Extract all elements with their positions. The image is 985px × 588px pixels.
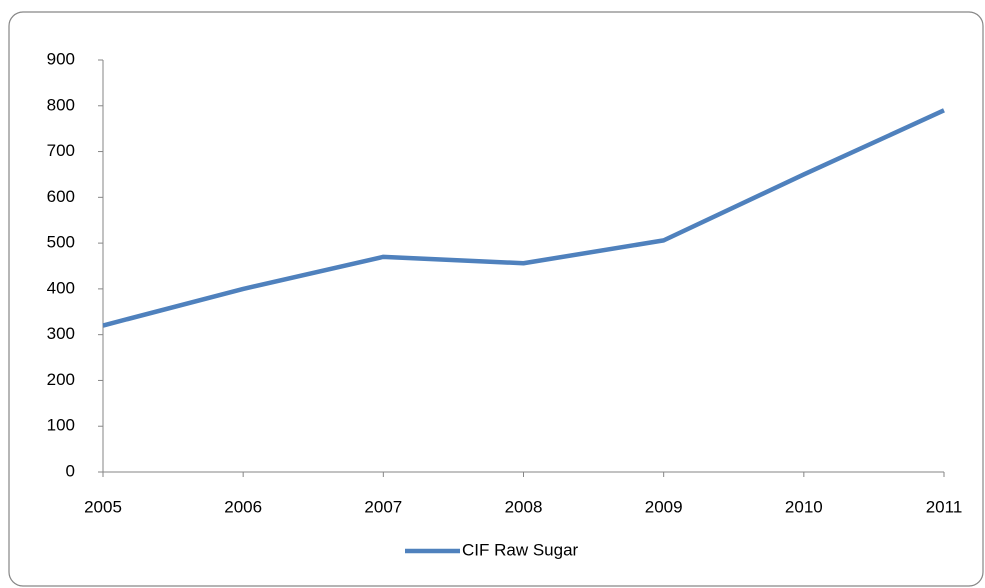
y-tick-label: 700 xyxy=(47,141,75,160)
x-tick-label: 2009 xyxy=(645,497,683,516)
x-tick-label: 2011 xyxy=(926,497,963,516)
y-tick-label: 600 xyxy=(47,187,75,206)
y-tick-label: 800 xyxy=(47,95,75,114)
x-tick-label: 2010 xyxy=(785,497,823,516)
y-tick-label: 500 xyxy=(47,233,75,252)
y-tick-label: 400 xyxy=(47,278,75,297)
y-tick-label: 900 xyxy=(47,49,75,68)
x-tick-label: 2006 xyxy=(224,497,262,516)
y-tick-label: 300 xyxy=(47,324,75,343)
chart-border xyxy=(8,11,984,587)
data-line xyxy=(102,108,945,328)
y-tick-label: 100 xyxy=(47,416,75,435)
x-tick-label: 2007 xyxy=(364,497,402,516)
y-tick-label: 0 xyxy=(66,461,75,480)
x-tick-label: 2005 xyxy=(84,497,122,516)
y-tick-label: 200 xyxy=(47,370,75,389)
legend-label: CIF Raw Sugar xyxy=(462,540,579,559)
x-tick-label: 2008 xyxy=(505,497,543,516)
